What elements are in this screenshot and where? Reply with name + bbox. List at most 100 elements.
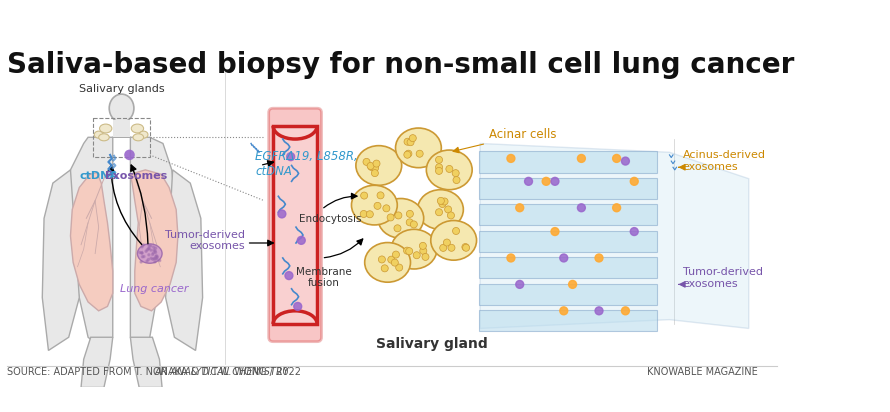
Circle shape	[507, 254, 515, 262]
Text: Lung cancer: Lung cancer	[120, 284, 189, 295]
Circle shape	[427, 209, 434, 216]
Ellipse shape	[139, 131, 148, 138]
Polygon shape	[480, 143, 748, 328]
Circle shape	[415, 239, 422, 246]
Circle shape	[148, 247, 150, 249]
Circle shape	[148, 258, 150, 260]
Circle shape	[409, 247, 416, 255]
Circle shape	[612, 204, 620, 212]
Polygon shape	[166, 170, 203, 351]
Text: Endocytosis: Endocytosis	[299, 214, 361, 224]
Ellipse shape	[352, 185, 397, 225]
Circle shape	[375, 160, 382, 167]
Circle shape	[516, 281, 523, 288]
Circle shape	[378, 152, 385, 159]
Circle shape	[412, 243, 419, 250]
Circle shape	[453, 172, 460, 179]
Ellipse shape	[417, 190, 464, 229]
FancyBboxPatch shape	[479, 178, 657, 199]
Ellipse shape	[378, 199, 424, 238]
Circle shape	[433, 204, 440, 211]
Circle shape	[441, 201, 449, 208]
Circle shape	[595, 254, 603, 262]
Circle shape	[143, 255, 145, 258]
Polygon shape	[273, 126, 317, 324]
Circle shape	[578, 204, 586, 212]
Circle shape	[362, 165, 369, 172]
Circle shape	[438, 234, 445, 241]
Circle shape	[139, 251, 141, 253]
Circle shape	[401, 236, 408, 243]
FancyBboxPatch shape	[479, 310, 657, 331]
Circle shape	[386, 266, 393, 273]
Circle shape	[142, 246, 143, 248]
Circle shape	[578, 154, 586, 162]
Circle shape	[142, 244, 144, 246]
Circle shape	[401, 209, 409, 216]
Circle shape	[142, 256, 143, 258]
Text: AR ANALYTICAL CHEMISTRY: AR ANALYTICAL CHEMISTRY	[154, 367, 289, 377]
Circle shape	[411, 141, 418, 148]
Ellipse shape	[137, 244, 162, 263]
Circle shape	[441, 239, 449, 246]
Circle shape	[443, 171, 450, 179]
Circle shape	[444, 212, 451, 219]
Circle shape	[364, 194, 371, 202]
Circle shape	[423, 244, 430, 252]
Polygon shape	[130, 170, 178, 311]
Circle shape	[148, 254, 150, 256]
Circle shape	[411, 152, 418, 159]
Circle shape	[612, 154, 620, 162]
Circle shape	[151, 258, 154, 260]
Circle shape	[150, 245, 152, 247]
Circle shape	[455, 164, 462, 171]
Ellipse shape	[131, 124, 143, 133]
Circle shape	[155, 255, 157, 258]
Circle shape	[287, 153, 295, 161]
Circle shape	[388, 259, 394, 266]
Circle shape	[158, 260, 161, 262]
Circle shape	[154, 258, 157, 260]
Text: Tumor-derived
exosomes: Tumor-derived exosomes	[165, 229, 245, 251]
Circle shape	[418, 149, 425, 156]
Text: Tumor-derived
exosomes: Tumor-derived exosomes	[683, 267, 763, 289]
Circle shape	[402, 217, 409, 224]
Circle shape	[152, 252, 154, 254]
Circle shape	[396, 218, 403, 225]
Circle shape	[459, 242, 466, 249]
Circle shape	[621, 157, 629, 165]
Circle shape	[595, 307, 603, 315]
Ellipse shape	[426, 150, 473, 190]
Circle shape	[153, 249, 155, 251]
Circle shape	[449, 236, 457, 243]
FancyBboxPatch shape	[269, 108, 321, 342]
Circle shape	[375, 161, 382, 168]
Circle shape	[459, 242, 466, 249]
Circle shape	[560, 254, 568, 262]
Circle shape	[406, 220, 413, 227]
Circle shape	[461, 234, 468, 241]
Circle shape	[551, 178, 559, 185]
Text: Acinar cells: Acinar cells	[489, 128, 556, 141]
Circle shape	[152, 246, 155, 248]
Circle shape	[294, 302, 302, 310]
Text: ctDNA: ctDNA	[79, 171, 118, 181]
Circle shape	[155, 247, 157, 249]
Circle shape	[507, 154, 515, 162]
Circle shape	[141, 252, 143, 254]
Circle shape	[433, 206, 441, 213]
Circle shape	[551, 227, 559, 236]
Circle shape	[157, 256, 158, 258]
Ellipse shape	[365, 243, 410, 282]
Polygon shape	[70, 173, 113, 311]
Circle shape	[630, 227, 638, 236]
Circle shape	[542, 178, 550, 185]
Circle shape	[516, 204, 523, 212]
Circle shape	[141, 252, 143, 254]
Ellipse shape	[133, 134, 143, 141]
Polygon shape	[43, 170, 79, 351]
Text: SOURCE: ADAPTED FROM T. NONAKA & D.T.W. WONG /: SOURCE: ADAPTED FROM T. NONAKA & D.T.W. …	[7, 367, 276, 377]
FancyBboxPatch shape	[479, 257, 657, 278]
Circle shape	[150, 249, 152, 251]
Circle shape	[150, 257, 152, 259]
